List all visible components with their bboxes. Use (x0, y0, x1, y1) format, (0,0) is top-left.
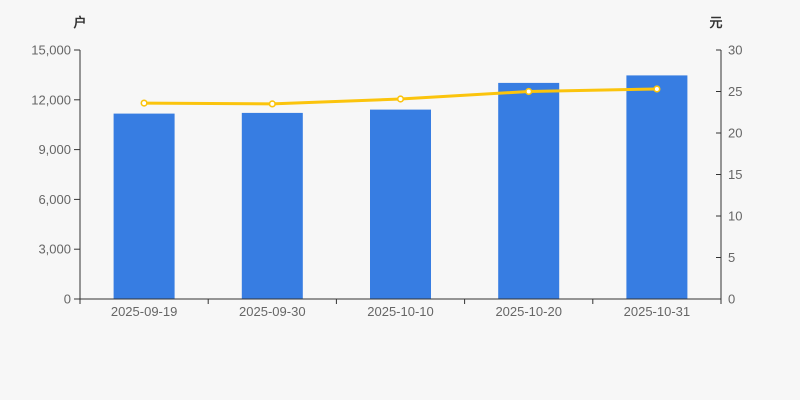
left-axis-unit-label: 户 (73, 15, 87, 30)
left-axis-tick-label: 15,000 (31, 43, 71, 58)
x-axis-date-label: 2025-10-10 (367, 304, 434, 319)
x-axis-date-label: 2025-10-20 (495, 304, 562, 319)
x-axis-date-label: 2025-10-31 (624, 304, 691, 319)
line-point-marker[interactable] (396, 95, 405, 103)
left-axis-tick-label: 12,000 (31, 92, 71, 107)
bar[interactable] (626, 75, 688, 300)
right-axis-unit-label: 元 (709, 15, 723, 30)
left-axis-tick-label: 3,000 (38, 242, 71, 257)
bar[interactable] (498, 82, 560, 300)
right-axis-tick-label: 5 (728, 250, 735, 265)
right-axis-tick-label: 0 (728, 292, 735, 307)
line-point-marker[interactable] (268, 100, 276, 108)
bar[interactable] (113, 113, 175, 299)
left-axis-tick-label: 0 (64, 292, 71, 307)
right-axis-tick-label: 20 (728, 126, 742, 141)
right-axis-tick-label: 15 (728, 167, 742, 182)
line-point-marker[interactable] (140, 99, 148, 107)
x-axis-date-label: 2025-09-19 (111, 304, 178, 319)
bar[interactable] (370, 109, 431, 299)
left-axis-tick-label: 9,000 (38, 142, 71, 157)
line-point-marker[interactable] (653, 85, 661, 93)
right-axis-tick-label: 10 (728, 209, 742, 224)
left-axis-tick-label: 6,000 (38, 192, 71, 207)
right-axis-tick-label: 25 (728, 84, 742, 99)
right-axis-tick-label: 30 (728, 43, 742, 58)
line-point-marker[interactable] (525, 87, 533, 96)
bar[interactable] (241, 112, 303, 300)
x-axis-date-label: 2025-09-30 (239, 304, 306, 319)
